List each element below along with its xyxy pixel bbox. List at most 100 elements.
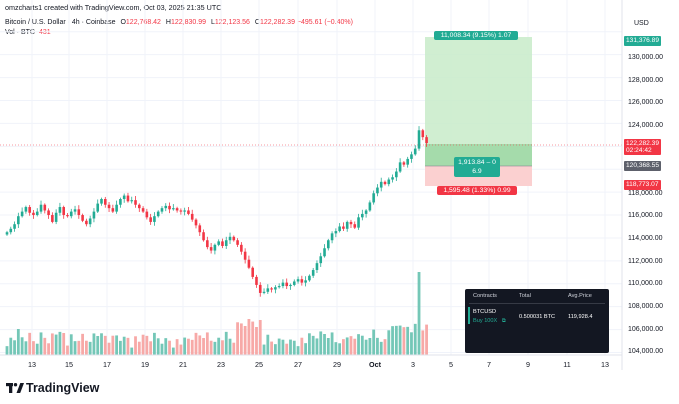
candle-body[interactable] <box>77 209 81 216</box>
candle-body[interactable] <box>217 241 220 245</box>
candle-body[interactable] <box>372 193 375 203</box>
candle-body[interactable] <box>361 213 364 218</box>
candle-body[interactable] <box>315 263 319 271</box>
candle-body[interactable] <box>51 215 54 222</box>
candle-body[interactable] <box>300 279 304 283</box>
candle-body[interactable] <box>103 199 107 205</box>
candle-body[interactable] <box>111 208 115 212</box>
candle-body[interactable] <box>330 233 334 241</box>
candle-body[interactable] <box>285 282 289 287</box>
candle-body[interactable] <box>232 236 236 241</box>
candle-body[interactable] <box>88 218 92 225</box>
candle-body[interactable] <box>379 181 383 188</box>
candle-body[interactable] <box>39 204 43 212</box>
candle-body[interactable] <box>391 177 394 180</box>
candle-body[interactable] <box>190 213 194 220</box>
candle-body[interactable] <box>100 199 103 204</box>
candle-body[interactable] <box>258 284 262 293</box>
candle-body[interactable] <box>122 195 126 200</box>
candle-body[interactable] <box>255 276 258 285</box>
candle-body[interactable] <box>9 228 13 233</box>
candle-body[interactable] <box>134 200 137 205</box>
candle-body[interactable] <box>387 179 391 185</box>
candle-body[interactable] <box>425 137 428 144</box>
candle-body[interactable] <box>62 207 65 216</box>
candle-body[interactable] <box>172 208 175 210</box>
candle-body[interactable] <box>179 210 183 212</box>
candle-body[interactable] <box>202 232 205 241</box>
candle-body[interactable] <box>395 171 398 178</box>
candle-body[interactable] <box>376 187 379 194</box>
candle-body[interactable] <box>398 162 402 172</box>
candle-body[interactable] <box>266 288 270 292</box>
candle-body[interactable] <box>236 240 239 245</box>
candle-body[interactable] <box>334 231 338 234</box>
candle-body[interactable] <box>92 211 96 219</box>
candle-body[interactable] <box>126 195 130 202</box>
candle-body[interactable] <box>153 216 156 222</box>
candle-body[interactable] <box>323 248 326 257</box>
candle-body[interactable] <box>262 291 266 293</box>
candle-body[interactable] <box>251 267 254 277</box>
candle-body[interactable] <box>277 286 281 288</box>
candle-body[interactable] <box>149 217 152 222</box>
candle-body[interactable] <box>187 210 190 214</box>
candle-body[interactable] <box>368 202 372 211</box>
candle-body[interactable] <box>353 224 357 228</box>
candle-body[interactable] <box>24 207 28 212</box>
candle-body[interactable] <box>47 210 50 216</box>
candle-body[interactable] <box>319 256 323 264</box>
candle-body[interactable] <box>357 217 360 228</box>
candle-body[interactable] <box>327 240 330 249</box>
candle-body[interactable] <box>228 236 232 241</box>
candle-body[interactable] <box>206 240 209 248</box>
candle-body[interactable] <box>17 216 20 225</box>
candle-body[interactable] <box>145 211 149 218</box>
trade-symbol[interactable]: BTCUSD <box>473 309 496 315</box>
candle-body[interactable] <box>43 204 47 211</box>
profit-zone[interactable] <box>425 37 532 144</box>
target-info-box[interactable]: 11,008.34 (9.15%) 1.07 <box>434 31 518 40</box>
candle-body[interactable] <box>175 208 179 211</box>
candle-body[interactable] <box>160 208 164 212</box>
candle-body[interactable] <box>247 259 251 268</box>
stop-info-box[interactable]: 1,595.48 (1.33%) 0.99 <box>437 186 517 195</box>
candle-body[interactable] <box>413 148 417 155</box>
candle-body[interactable] <box>107 204 111 209</box>
candle-body[interactable] <box>81 215 84 221</box>
candle-body[interactable] <box>296 279 300 282</box>
candle-body[interactable] <box>58 207 62 213</box>
candle-body[interactable] <box>28 207 31 213</box>
candle-body[interactable] <box>115 204 118 212</box>
candle-body[interactable] <box>243 251 247 260</box>
candle-body[interactable] <box>194 219 198 226</box>
candle-body[interactable] <box>69 211 73 217</box>
candle-body[interactable] <box>304 280 307 283</box>
candle-body[interactable] <box>383 181 387 185</box>
candle-body[interactable] <box>168 205 171 210</box>
candle-body[interactable] <box>119 199 122 205</box>
candle-body[interactable] <box>349 221 353 225</box>
candle-body[interactable] <box>73 209 77 212</box>
external-link-icon[interactable]: ⧉ <box>501 318 506 324</box>
candle-body[interactable] <box>417 130 421 149</box>
candle-body[interactable] <box>54 212 58 222</box>
candle-body[interactable] <box>32 212 35 216</box>
candle-body[interactable] <box>213 244 217 251</box>
candle-body[interactable] <box>198 225 202 233</box>
candle-body[interactable] <box>410 154 413 159</box>
candle-body[interactable] <box>311 270 315 276</box>
candle-body[interactable] <box>20 211 24 217</box>
candle-body[interactable] <box>130 200 134 202</box>
candle-body[interactable] <box>66 215 69 217</box>
candle-body[interactable] <box>402 162 406 165</box>
candle-body[interactable] <box>292 281 296 285</box>
candle-body[interactable] <box>421 130 425 138</box>
candle-body[interactable] <box>345 221 349 229</box>
candle-body[interactable] <box>141 208 145 212</box>
candle-body[interactable] <box>85 220 88 225</box>
candle-body[interactable] <box>35 211 39 216</box>
candle-body[interactable] <box>221 241 224 246</box>
candle-body[interactable] <box>138 204 141 209</box>
candle-body[interactable] <box>274 287 277 290</box>
